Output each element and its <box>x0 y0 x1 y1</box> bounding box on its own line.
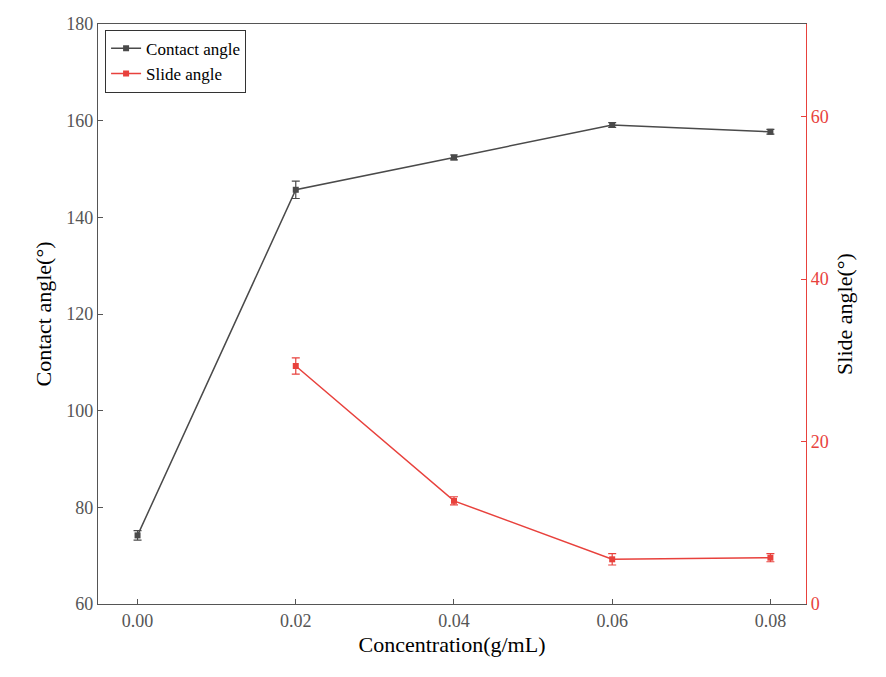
svg-text:180: 180 <box>66 14 93 34</box>
svg-text:100: 100 <box>66 401 93 421</box>
svg-text:80: 80 <box>75 498 93 518</box>
svg-text:60: 60 <box>811 107 829 127</box>
svg-text:Concentration(g/mL): Concentration(g/mL) <box>359 632 546 657</box>
svg-text:0.06: 0.06 <box>596 611 628 631</box>
svg-text:0.00: 0.00 <box>122 611 154 631</box>
svg-text:20: 20 <box>811 432 829 452</box>
svg-text:0: 0 <box>811 594 820 614</box>
svg-text:60: 60 <box>75 594 93 614</box>
svg-text:0.08: 0.08 <box>755 611 787 631</box>
svg-text:140: 140 <box>66 208 93 228</box>
svg-text:Slide angle(°): Slide angle(°) <box>832 253 857 375</box>
svg-text:40: 40 <box>811 269 829 289</box>
svg-text:160: 160 <box>66 111 93 131</box>
svg-text:Contact angle: Contact angle <box>146 40 240 59</box>
svg-text:Slide angle: Slide angle <box>146 65 222 84</box>
svg-text:0.04: 0.04 <box>438 611 470 631</box>
svg-text:120: 120 <box>66 304 93 324</box>
svg-text:0.02: 0.02 <box>280 611 312 631</box>
svg-text:Contact angle(°): Contact angle(°) <box>31 241 56 386</box>
